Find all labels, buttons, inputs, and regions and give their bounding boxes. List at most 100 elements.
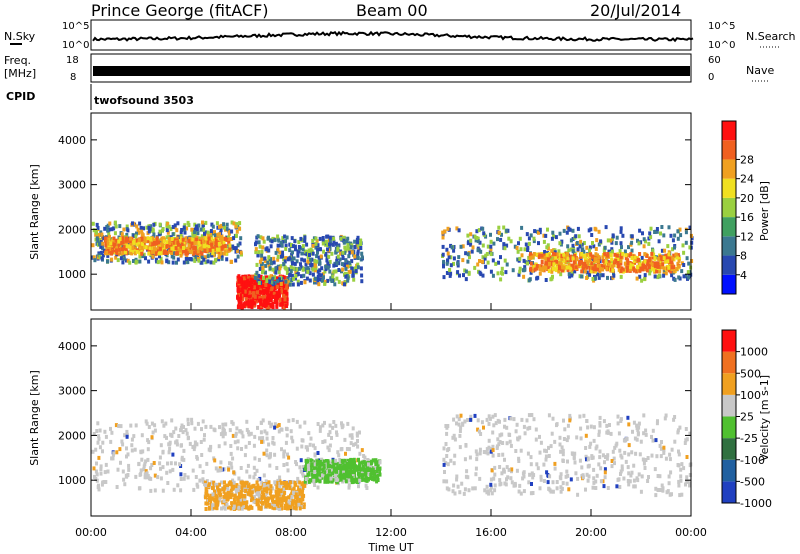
scatter-cell — [680, 462, 684, 467]
scatter-cell — [495, 444, 499, 449]
scatter-cell — [661, 262, 665, 267]
scatter-cell — [130, 437, 134, 442]
scatter-cell — [637, 472, 641, 477]
scatter-cell — [298, 465, 302, 470]
scatter-cell — [147, 225, 151, 230]
scatter-cell — [348, 260, 352, 265]
scatter-cell — [685, 475, 689, 480]
scatter-cell — [581, 475, 585, 480]
scatter-cell — [166, 240, 169, 245]
scatter-cell — [636, 478, 640, 483]
scatter-cell — [344, 451, 347, 456]
scatter-cell — [134, 234, 138, 239]
scatter-cell — [318, 425, 322, 430]
scatter-cell — [666, 259, 670, 264]
scatter-cell — [456, 263, 460, 268]
scatter-cell — [280, 297, 284, 302]
scatter-cell — [317, 277, 321, 282]
scatter-cell — [114, 224, 118, 229]
date-title: 20/Jul/2014 — [590, 1, 681, 20]
scatter-cell — [325, 254, 329, 259]
scatter-cell — [348, 264, 352, 269]
scatter-cell — [219, 492, 222, 497]
scatter-cell — [134, 474, 138, 479]
scatter-cell — [293, 261, 297, 266]
scatter-cell — [481, 273, 485, 278]
scatter-cell — [447, 447, 451, 451]
scatter-cell — [572, 260, 576, 264]
scatter-cell — [223, 244, 227, 249]
scatter-cell — [233, 440, 237, 445]
scatter-cell — [140, 251, 144, 256]
scatter-cell — [295, 496, 299, 501]
scatter-cell — [497, 230, 501, 235]
scatter-cell — [641, 267, 645, 272]
scatter-cell — [258, 290, 262, 295]
scatter-cell — [605, 266, 609, 271]
scatter-cell — [148, 476, 151, 481]
scatter-cell — [611, 236, 614, 241]
scatter-cell — [593, 257, 597, 262]
scatter-cell — [583, 262, 587, 266]
scatter-cell — [208, 497, 211, 502]
scatter-cell — [182, 240, 186, 244]
scatter-cell — [646, 262, 650, 267]
scatter-cell — [264, 298, 268, 303]
scatter-cell — [493, 488, 497, 493]
scatter-cell — [174, 240, 178, 245]
scatter-cell — [485, 447, 489, 452]
scatter-cell — [482, 450, 486, 454]
scatter-cell — [319, 247, 322, 252]
scatter-cell — [218, 468, 222, 473]
scatter-cell — [192, 447, 196, 452]
scatter-cell — [481, 226, 485, 231]
scatter-cell — [308, 253, 311, 257]
scatter-cell — [144, 459, 148, 464]
scatter-cell — [159, 466, 162, 471]
scatter-cell — [153, 428, 157, 433]
scatter-cell — [263, 259, 267, 264]
scatter-cell — [682, 274, 686, 279]
scatter-cell — [261, 436, 265, 441]
scatter-cell — [223, 236, 227, 241]
scatter-cell — [267, 480, 271, 485]
scatter-cell — [662, 448, 666, 453]
scatter-cell — [461, 422, 465, 427]
scatter-cell — [359, 467, 363, 472]
scatter-cell — [179, 472, 183, 477]
scatter-cell — [359, 246, 363, 250]
scatter-cell — [280, 503, 283, 508]
scatter-cell — [251, 297, 255, 302]
scatter-cell — [353, 239, 357, 244]
scatter-cell — [526, 245, 530, 250]
scatter-cell — [184, 236, 188, 241]
scatter-cell — [670, 492, 673, 497]
scatter-cell — [583, 269, 587, 274]
scatter-cell — [650, 434, 653, 439]
scatter-cell — [211, 492, 215, 497]
colorbar-tick-label: 8 — [740, 250, 747, 263]
scatter-cell — [655, 227, 659, 231]
scatter-cell — [532, 252, 536, 256]
scatter-cell — [282, 305, 286, 310]
scatter-cell — [186, 257, 190, 262]
scatter-cell — [280, 500, 284, 505]
scatter-cell — [236, 288, 240, 293]
scatter-cell — [602, 248, 606, 253]
scatter-cell — [202, 243, 206, 248]
scatter-cell — [613, 252, 617, 257]
scatter-cell — [303, 258, 306, 263]
scatter-cell — [493, 483, 497, 488]
scatter-cell — [147, 251, 151, 256]
scatter-cell — [526, 248, 530, 252]
scatter-cell — [266, 503, 270, 508]
scatter-cell — [294, 247, 297, 252]
scatter-cell — [211, 486, 215, 491]
scatter-cell — [130, 448, 134, 453]
scatter-cell — [262, 473, 266, 478]
scatter-cell — [677, 264, 681, 269]
scatter-cell — [655, 229, 659, 234]
scatter-cell — [675, 255, 679, 260]
scatter-cell — [682, 250, 686, 255]
scatter-cell — [643, 466, 647, 470]
